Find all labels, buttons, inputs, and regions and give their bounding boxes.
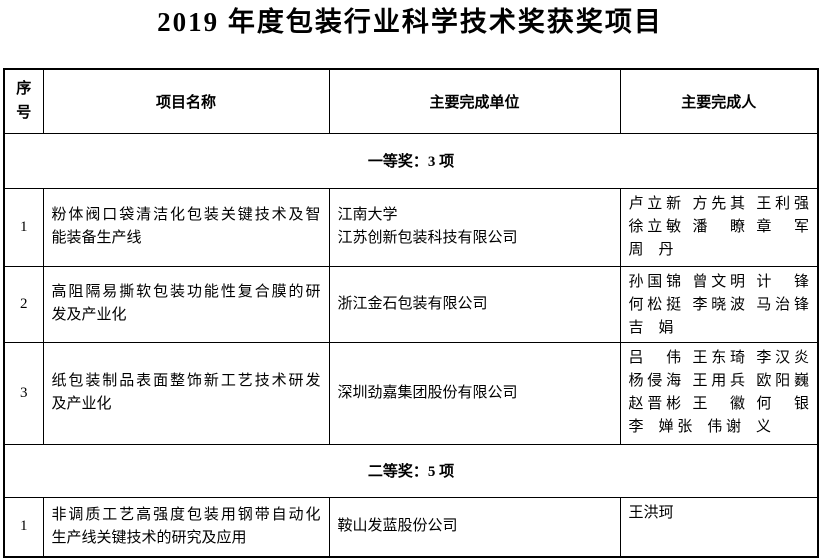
person-line: 李 婵 张 伟 谢 义	[628, 418, 772, 435]
project-name-line: 纸包装制品表面整饰新工艺技术研发	[51, 373, 321, 389]
unit-line: 深圳劲嘉集团股份有限公司	[337, 384, 518, 401]
person-line: 杨侵海 王用兵 欧阳巍	[628, 372, 810, 389]
unit-line: 浙江金石包装有限公司	[337, 295, 488, 312]
persons-cell: 王洪珂	[619, 496, 819, 558]
unit-line: 鞍山发蓝股份公司	[337, 518, 458, 535]
persons-cell: 卢立新 方先其 王利强 徐立敏 潘 瞭 章 军周 丹	[619, 187, 819, 267]
awards-table: 序号 项目名称 主要完成单位 主要完成人 一等奖：3 项 1 粉体阀口袋清洁化包装关…	[3, 68, 819, 558]
project-name-line: 生产线关键技术的研究及应用	[51, 529, 247, 546]
row-number-cell: 2	[3, 265, 44, 343]
project-name-line: 粉体阀口袋清洁化包装关键技术及智	[51, 207, 321, 223]
person-line: 王洪珂	[628, 504, 674, 521]
persons-cell: 吕 伟 王东琦 李汉炎 杨侵海 王用兵 欧阳巍 赵晋彬 王 徽 何 银李 婵 张 伟…	[619, 341, 819, 445]
person-line: 吕 伟 王东琦 李汉炎	[628, 349, 810, 366]
unit-line: 江苏创新包装科技有限公司	[337, 230, 518, 246]
header-cell-num: 序号	[3, 68, 44, 134]
table-header-row: 序号 项目名称 主要完成单位 主要完成人	[3, 68, 819, 134]
row-number-cell: 1	[3, 496, 44, 558]
header-num-label: 序号	[16, 81, 32, 122]
persons-cell: 孙国锦 曾文明 计 锋何松挺 李晓波 马治锋吉 娟	[619, 265, 819, 343]
section-header-row: 一等奖：3 项	[3, 132, 819, 189]
project-name-cell: 高阻隔易撕软包装功能性复合膜的研 发及产业化	[42, 265, 330, 343]
project-name-line: 非调质工艺高强度包装用钢带自动化	[51, 506, 321, 523]
project-name-cell: 纸包装制品表面整饰新工艺技术研发 及产业化	[42, 341, 330, 445]
unit-cell: 深圳劲嘉集团股份有限公司	[328, 341, 621, 445]
header-cell-unit: 主要完成单位	[328, 68, 621, 134]
unit-cell: 江南大学江苏创新包装科技有限公司	[328, 187, 621, 267]
section-header-row: 二等奖：5 项	[3, 443, 819, 498]
person-line: 赵晋彬 王 徽 何 银	[628, 395, 810, 412]
section-header-cell: 二等奖：5 项	[3, 443, 819, 498]
project-name-line: 高阻隔易撕软包装功能性复合膜的研	[51, 284, 321, 300]
project-name-line: 能装备生产线	[51, 230, 142, 246]
project-name-cell: 非调质工艺高强度包装用钢带自动化 生产线关键技术的研究及应用	[42, 496, 330, 558]
table-row: 2 高阻隔易撕软包装功能性复合膜的研 发及产业化 浙江金石包装有限公司 孙国锦 曾文明 …	[3, 265, 819, 343]
section-header-cell: 一等奖：3 项	[3, 132, 819, 189]
person-line: 吉 娟	[628, 319, 674, 336]
person-line: 徐立敏 潘 瞭 章 军	[628, 218, 810, 235]
person-line: 卢立新 方先其 王利强	[628, 195, 810, 212]
row-number-cell: 1	[3, 187, 44, 267]
page-title: 2019 年度包装行业科学技术奖获奖项目	[157, 7, 663, 37]
person-line: 何松挺 李晓波 马治锋	[628, 296, 810, 313]
header-cell-person: 主要完成人	[619, 68, 819, 134]
table-row: 1 粉体阀口袋清洁化包装关键技术及智 能装备生产线 江南大学 江苏创新包装科技有限公司卢…	[3, 187, 819, 267]
project-name-cell: 粉体阀口袋清洁化包装关键技术及智 能装备生产线	[42, 187, 330, 267]
header-cell-project: 项目名称	[42, 68, 330, 134]
unit-cell: 浙江金石包装有限公司	[328, 265, 621, 343]
table-row: 1 非调质工艺高强度包装用钢带自动化 生产线关键技术的研究及应用 鞍山发蓝股份公司 王洪…	[3, 496, 819, 558]
project-name-line: 发及产业化	[51, 307, 127, 323]
unit-cell: 鞍山发蓝股份公司	[328, 496, 621, 558]
unit-line: 江南大学	[337, 207, 398, 223]
person-line: 周 丹	[628, 241, 674, 258]
project-name-line: 及产业化	[51, 396, 112, 412]
row-number-cell: 3	[3, 341, 44, 445]
person-line: 孙国锦 曾文明 计 锋	[628, 273, 810, 290]
table-row: 3 纸包装制品表面整饰新工艺技术研发 及产业化 深圳劲嘉集团股份有限公司吕 伟 王东琦…	[3, 341, 819, 445]
